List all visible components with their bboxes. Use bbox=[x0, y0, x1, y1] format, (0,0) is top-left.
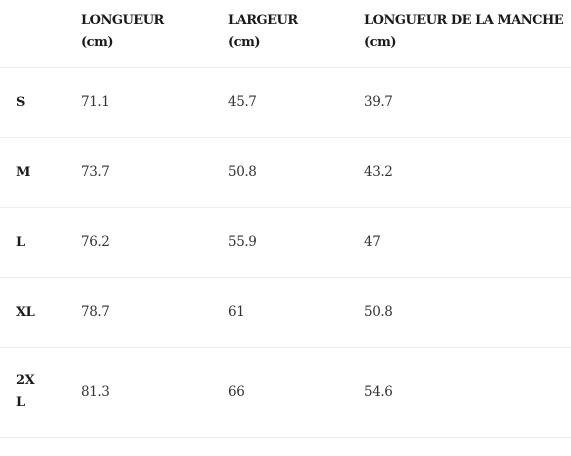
header-sleeve-label: LONGUEUR DE LA MANCHE bbox=[364, 13, 564, 28]
size-cell: S bbox=[0, 67, 67, 138]
header-width-unit: (cm) bbox=[228, 35, 260, 50]
sleeve-cell: 43.2 bbox=[350, 137, 571, 208]
size-cell: M bbox=[0, 137, 67, 208]
sleeve-cell: 54.6 bbox=[350, 347, 571, 438]
header-width: LARGEUR (cm) bbox=[214, 0, 350, 68]
header-sleeve-unit: (cm) bbox=[364, 35, 396, 50]
table-row: L 76.2 55.9 47 bbox=[0, 207, 571, 278]
header-length: LONGUEUR (cm) bbox=[67, 0, 214, 68]
sleeve-cell: 39.7 bbox=[350, 67, 571, 138]
size-cell: XL bbox=[0, 277, 67, 348]
header-length-unit: (cm) bbox=[81, 35, 113, 50]
header-sleeve: LONGUEUR DE LA MANCHE (cm) bbox=[350, 0, 571, 68]
length-cell: 76.2 bbox=[67, 207, 214, 278]
width-cell: 61 bbox=[214, 277, 350, 348]
width-cell: 66 bbox=[214, 347, 350, 438]
header-size bbox=[0, 0, 67, 68]
table-row: XL 78.7 61 50.8 bbox=[0, 277, 571, 348]
header-length-label: LONGUEUR bbox=[81, 13, 164, 28]
table-row: S 71.1 45.7 39.7 bbox=[0, 67, 571, 138]
table-row: 2XL 81.3 66 54.6 bbox=[0, 347, 571, 438]
size-chart-table: LONGUEUR (cm) LARGEUR (cm) LONGUEUR DE L… bbox=[0, 0, 571, 438]
header-row: LONGUEUR (cm) LARGEUR (cm) LONGUEUR DE L… bbox=[0, 0, 571, 68]
sleeve-cell: 47 bbox=[350, 207, 571, 278]
size-cell: 2XL bbox=[0, 347, 67, 438]
header-width-label: LARGEUR bbox=[228, 13, 298, 28]
length-cell: 81.3 bbox=[67, 347, 214, 438]
width-cell: 55.9 bbox=[214, 207, 350, 278]
length-cell: 71.1 bbox=[67, 67, 214, 138]
width-cell: 50.8 bbox=[214, 137, 350, 208]
sleeve-cell: 50.8 bbox=[350, 277, 571, 348]
table-row: M 73.7 50.8 43.2 bbox=[0, 137, 571, 208]
length-cell: 78.7 bbox=[67, 277, 214, 348]
length-cell: 73.7 bbox=[67, 137, 214, 208]
width-cell: 45.7 bbox=[214, 67, 350, 138]
size-cell: L bbox=[0, 207, 67, 278]
